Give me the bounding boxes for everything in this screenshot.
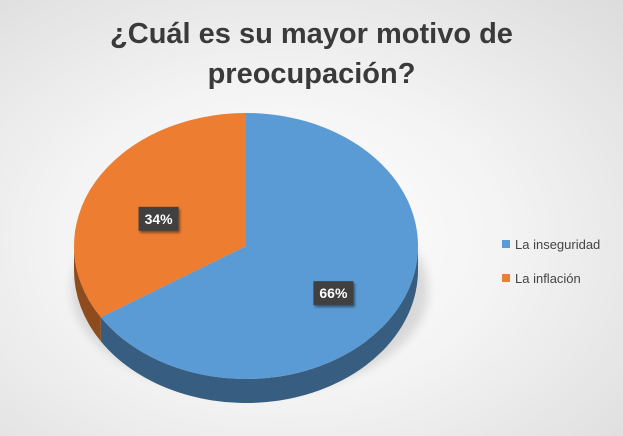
- legend-swatch-inflacion: [502, 274, 510, 282]
- data-label-la-inseguridad: 66%: [313, 281, 354, 306]
- legend-swatch-inseguridad: [502, 240, 510, 248]
- data-label-la-inflacion: 34%: [138, 206, 179, 231]
- legend-label-inflacion: La inflación: [515, 270, 581, 286]
- legend-item-inseguridad: La inseguridad: [502, 233, 620, 255]
- pie-side-la-inflacion: [74, 246, 101, 342]
- legend-label-inseguridad: La inseguridad: [515, 236, 601, 252]
- data-label-text-la-inflacion: 34%: [145, 211, 174, 227]
- chart-title-line-2: preocupación?: [207, 58, 416, 90]
- pie-side-la-inseguridad: [100, 246, 418, 403]
- legend-item-inflacion: La inflación: [502, 267, 620, 289]
- pie-slice-la-inseguridad: [100, 113, 418, 380]
- data-label-box-la-inseguridad: [313, 281, 354, 306]
- data-label-text-la-inseguridad: 66%: [319, 285, 348, 301]
- chart-title: ¿Cuál es su mayor motivo de preocupación…: [0, 14, 623, 94]
- chart-title-line-1: ¿Cuál es su mayor motivo de: [110, 18, 513, 50]
- legend: La inseguridad La inflación: [502, 233, 620, 301]
- data-label-box-la-inflacion: [138, 206, 179, 231]
